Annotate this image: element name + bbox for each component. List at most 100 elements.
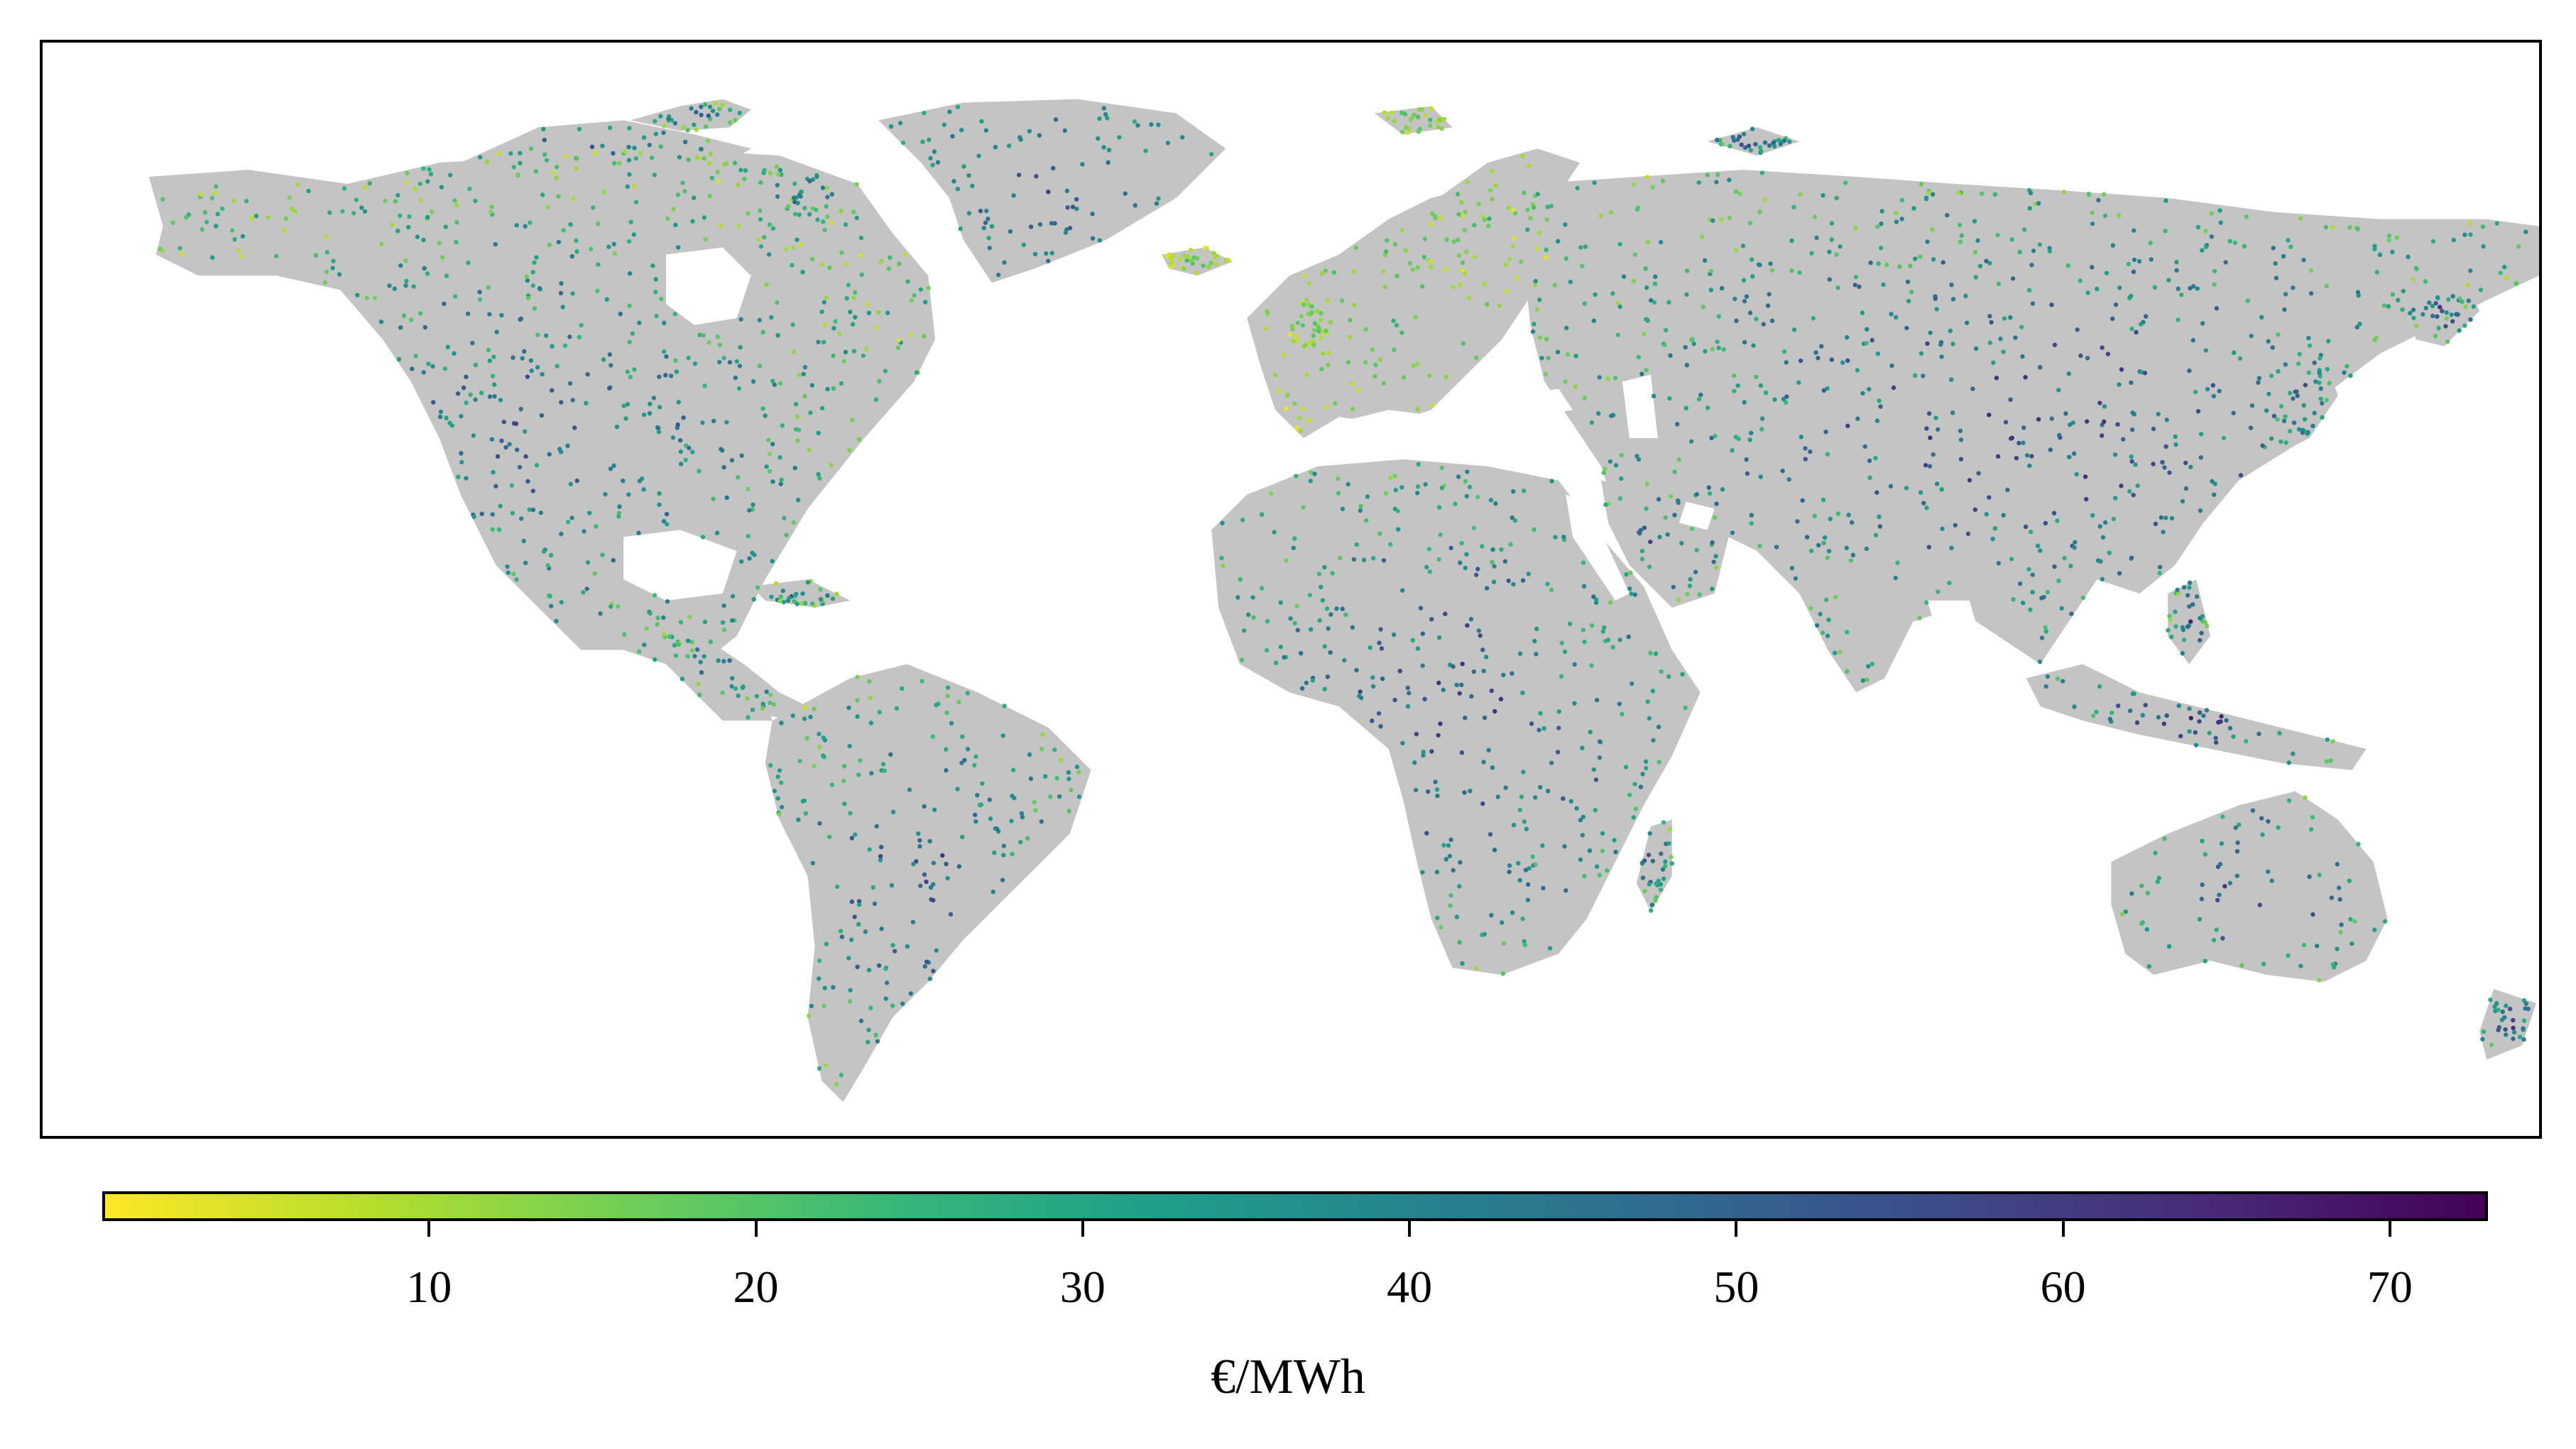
site-point [439,185,444,190]
site-point [851,295,856,300]
site-point [1284,558,1289,563]
site-point [1601,470,1606,476]
site-point [1759,170,1765,175]
site-point [1821,192,1825,198]
site-point [651,395,657,400]
site-point [1025,836,1030,841]
site-point [2011,597,2016,602]
site-point [730,594,736,599]
site-point [2444,316,2450,321]
site-point [729,458,735,463]
site-point [1370,556,1376,561]
site-point [1749,513,1754,518]
colorbar [102,1191,2488,1221]
site-point [2374,335,2379,340]
site-point [1415,407,1420,412]
site-point [772,789,777,794]
site-point [1853,275,1859,280]
site-point [625,184,631,189]
site-point [1482,217,1487,222]
site-point [853,832,858,837]
asia-landmass [1523,170,2539,693]
site-point [1303,343,1309,348]
site-point [1838,650,1843,655]
site-point [2115,703,2121,709]
site-point [1532,322,1537,327]
site-point [2100,433,2105,438]
site-point [779,721,784,726]
site-point [1808,449,1813,454]
world-map [148,99,2539,1103]
site-point [823,1063,828,1068]
site-point [2203,958,2207,963]
site-point [491,354,496,359]
site-point [914,859,919,864]
site-point [2028,190,2034,196]
site-point [530,270,535,275]
site-point [1991,360,1996,366]
site-point [1358,503,1363,509]
site-point [548,603,554,608]
site-point [2129,427,2135,432]
site-point [801,371,806,377]
site-point [641,412,647,417]
site-point [1619,476,1624,481]
site-point [586,510,592,515]
site-point [1709,435,1714,441]
site-point [2203,229,2208,234]
site-point [900,686,905,691]
site-point [1563,222,1568,227]
site-point [2291,285,2296,290]
site-point [489,437,494,442]
site-point [2139,370,2144,375]
colorbar-tick-label: 70 [2367,1262,2413,1312]
site-point [856,902,862,907]
site-point [1720,141,1725,147]
site-point [966,211,972,216]
site-point [1468,788,1473,794]
site-point [2174,268,2179,273]
site-point [856,899,862,904]
site-point [1708,268,1714,274]
site-point [631,232,636,237]
site-point [1377,640,1382,645]
site-point [585,372,590,377]
site-point [1443,611,1448,616]
site-point [742,176,747,182]
site-point [816,339,821,344]
site-point [1328,612,1333,617]
site-point [807,1013,812,1019]
site-point [1213,255,1218,260]
site-point [2237,822,2242,827]
site-point [1867,386,1872,392]
site-point [1306,280,1312,286]
site-point [1747,437,1752,442]
site-point [839,934,845,939]
site-point [1188,247,1194,253]
site-point [1589,420,1595,425]
site-point [668,373,674,378]
site-point [1835,511,1841,516]
site-point [856,772,861,777]
site-point [1923,463,1928,468]
site-point [1282,655,1287,660]
site-point [454,220,459,225]
site-point [1348,317,1353,322]
site-point [1545,789,1551,794]
colorbar-label: €/MWh [1211,1350,1365,1404]
site-point [2210,479,2215,484]
site-point [1053,117,1059,122]
site-point [935,160,941,165]
site-point [557,447,562,452]
site-point [1772,397,1777,402]
site-point [2511,1017,2516,1023]
site-point [1733,189,1738,195]
site-point [1299,314,1304,319]
site-point [1387,542,1393,547]
site-point [1867,458,1872,464]
site-point [1556,239,1561,244]
site-point [670,435,676,440]
site-point [530,488,536,493]
site-point [800,799,806,804]
site-point [1421,753,1426,758]
